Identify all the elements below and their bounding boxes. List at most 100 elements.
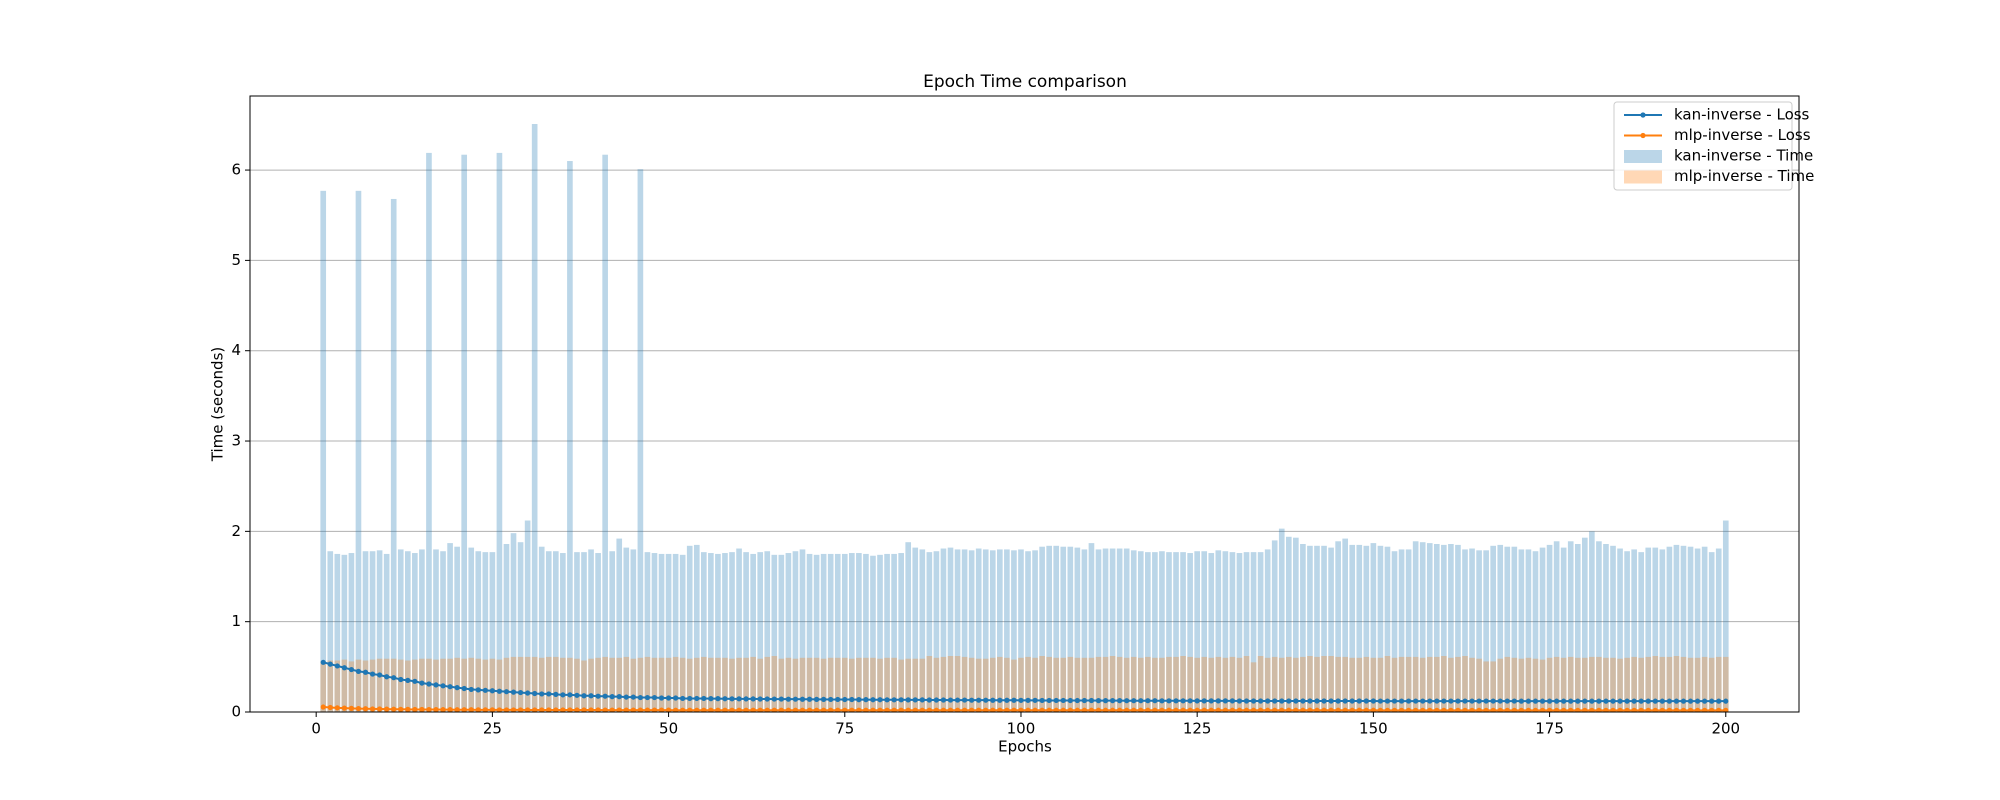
bar: [1497, 658, 1504, 712]
bar: [461, 658, 468, 712]
line-marker: [539, 707, 545, 712]
bar: [870, 657, 876, 712]
line-marker: [1236, 698, 1243, 704]
bar: [1708, 552, 1715, 712]
line-marker: [1335, 707, 1341, 712]
bar: [1384, 656, 1391, 712]
bar: [1490, 661, 1497, 712]
line-marker: [997, 707, 1003, 712]
bar: [1455, 656, 1461, 712]
bar: [834, 553, 841, 712]
line-marker: [1589, 698, 1595, 704]
bar: [390, 198, 397, 712]
line-marker: [1575, 707, 1581, 712]
bar: [1342, 656, 1349, 712]
bar: [1631, 656, 1637, 712]
bar: [1335, 656, 1341, 712]
bar: [1567, 656, 1574, 712]
bar: [1123, 548, 1130, 712]
bar: [1236, 657, 1243, 712]
line-marker: [1145, 698, 1151, 704]
line-marker: [1314, 698, 1320, 704]
line-marker: [581, 707, 587, 712]
bar: [1680, 545, 1687, 712]
bar: [1137, 657, 1144, 712]
bar: [686, 545, 693, 712]
line-marker: [496, 707, 503, 712]
bar: [524, 656, 531, 712]
line-marker: [1490, 707, 1496, 712]
line-marker: [1138, 707, 1144, 712]
line-marker: [1180, 707, 1186, 712]
bar: [1673, 656, 1680, 712]
bar: [1433, 544, 1440, 712]
bar: [496, 152, 503, 712]
bar: [1145, 656, 1151, 712]
bar: [503, 657, 510, 712]
line-marker: [701, 695, 707, 702]
bar: [1088, 657, 1095, 712]
line-marker: [821, 707, 827, 712]
bar: [602, 656, 608, 712]
line-marker: [377, 706, 383, 712]
line-marker: [369, 706, 376, 712]
bar: [1511, 657, 1518, 712]
line-marker: [623, 707, 629, 712]
line-marker: [1117, 707, 1123, 712]
line-marker: [341, 665, 347, 671]
bar: [1257, 656, 1264, 712]
line-marker: [1074, 697, 1080, 704]
bar: [644, 552, 651, 712]
x-tick-label: 0: [311, 720, 321, 738]
line-marker: [1406, 707, 1412, 712]
line-marker: [919, 697, 925, 703]
line-marker: [651, 694, 658, 701]
line-marker: [743, 696, 749, 702]
line-marker: [905, 697, 911, 703]
line-marker: [1194, 698, 1200, 704]
line-marker: [560, 707, 566, 712]
bar: [454, 657, 460, 712]
line-marker: [1018, 707, 1024, 712]
bar: [489, 552, 496, 712]
line-marker: [1173, 707, 1179, 712]
bar: [799, 549, 806, 712]
line-marker: [1666, 698, 1672, 704]
line-marker: [546, 707, 552, 712]
bar: [581, 552, 587, 712]
line-marker: [1173, 698, 1179, 704]
bar: [722, 553, 728, 712]
x-tick-label: 150: [1359, 720, 1388, 738]
line-marker: [1159, 698, 1165, 704]
bar: [362, 551, 369, 712]
line-marker: [1716, 698, 1722, 704]
bar: [834, 657, 841, 712]
bar: [1053, 657, 1060, 712]
bar: [651, 657, 658, 712]
bar: [412, 659, 418, 712]
line-marker: [1095, 698, 1102, 704]
bar: [595, 657, 601, 712]
bar: [1314, 545, 1320, 712]
bar: [1455, 544, 1461, 712]
bar: [1222, 657, 1229, 712]
bar: [665, 553, 672, 712]
bar: [419, 549, 425, 712]
line-marker: [1694, 707, 1701, 712]
bar: [891, 553, 897, 712]
line-marker: [1645, 707, 1651, 712]
line-marker: [898, 697, 904, 703]
bar: [1610, 545, 1616, 712]
line-marker: [1525, 698, 1532, 704]
bar: [1370, 657, 1377, 712]
bar: [863, 553, 869, 712]
line-marker: [1532, 707, 1539, 712]
bar: [849, 553, 855, 712]
legend-marker: [1640, 112, 1646, 118]
bar: [926, 552, 933, 712]
line-marker: [1603, 707, 1609, 712]
bar: [1194, 657, 1200, 712]
line-marker: [877, 707, 883, 712]
line-marker: [1067, 707, 1073, 712]
bar: [1384, 546, 1391, 712]
